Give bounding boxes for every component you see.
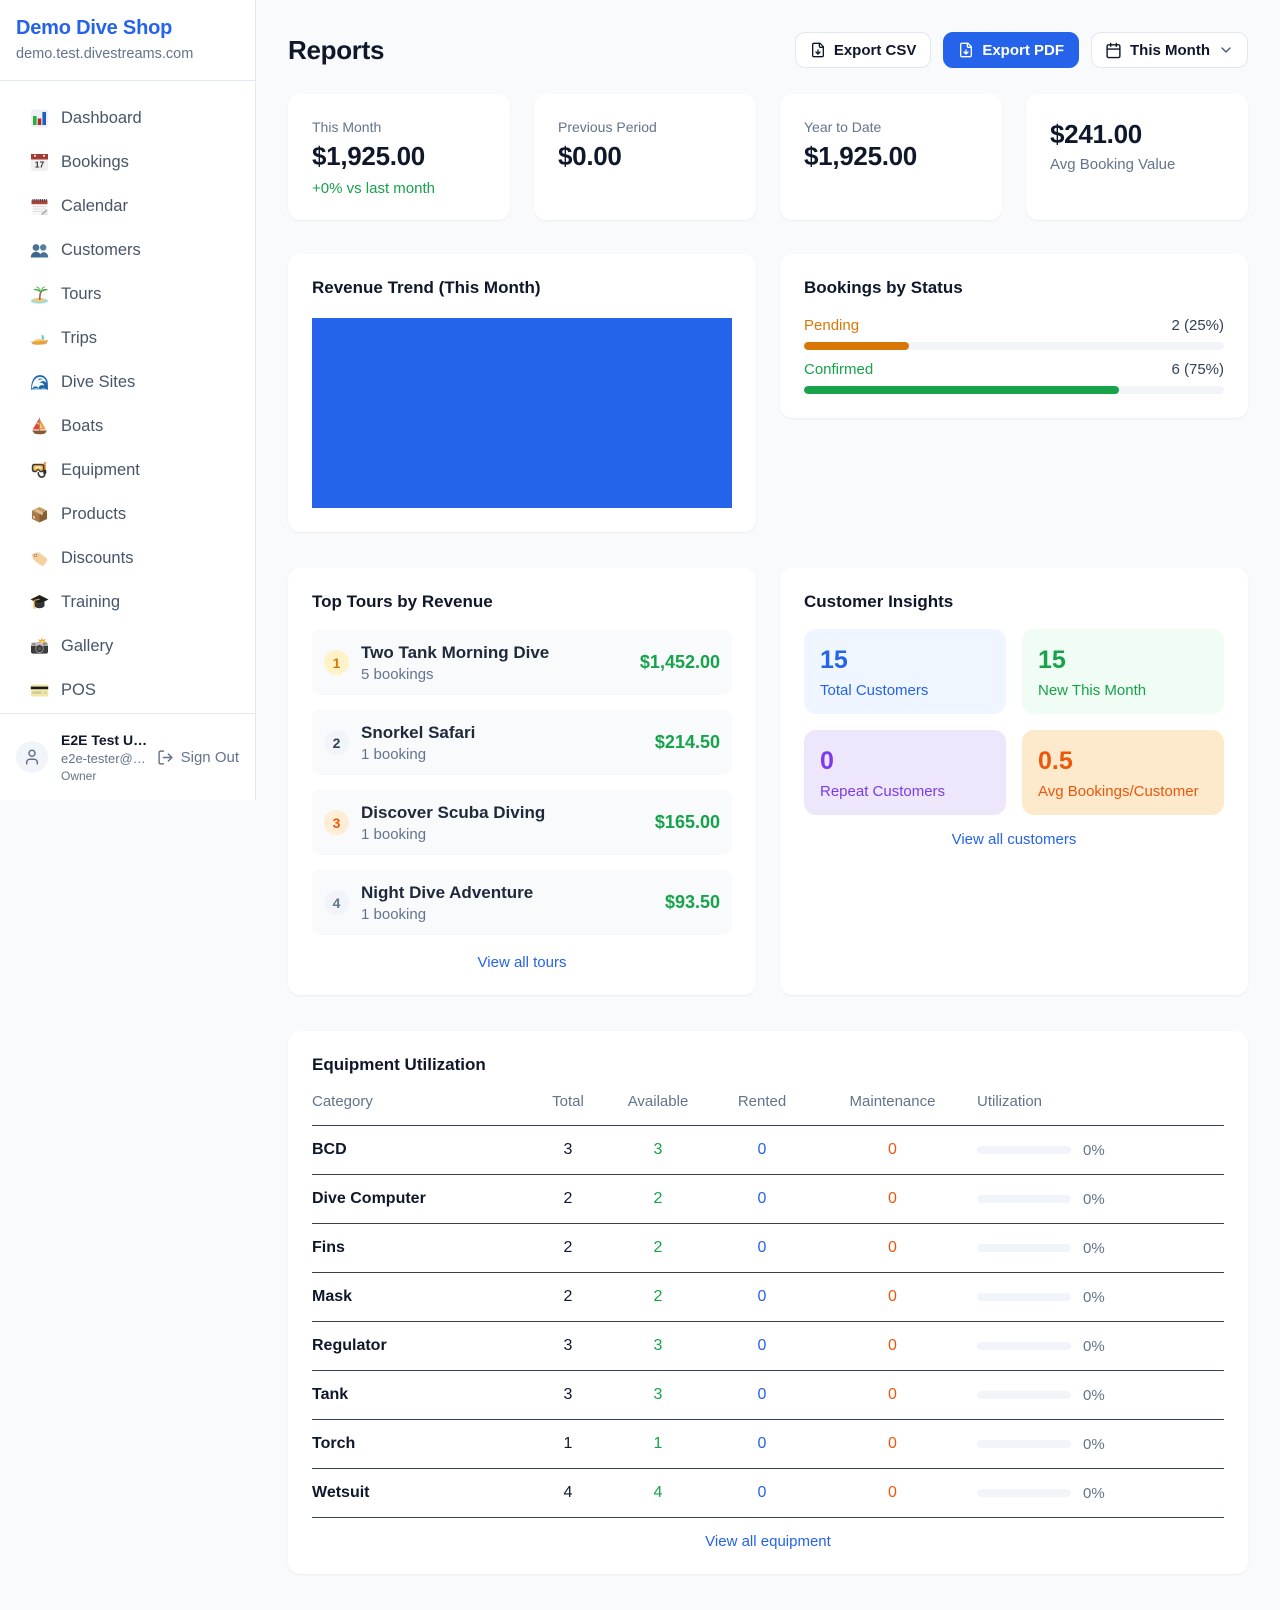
svg-text:17: 17 — [35, 159, 45, 169]
